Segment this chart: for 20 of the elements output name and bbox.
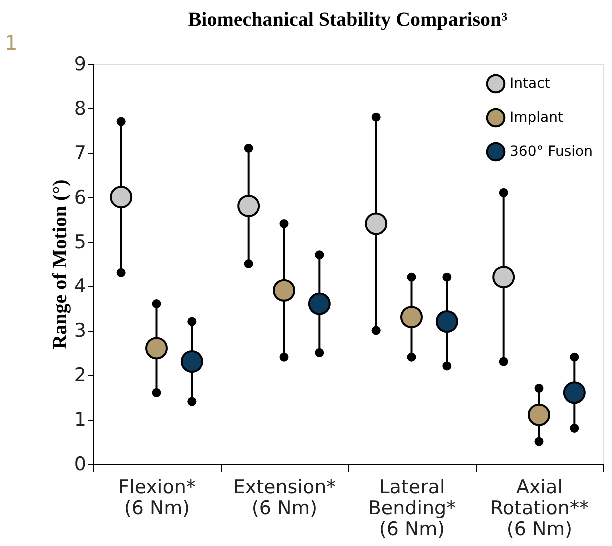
- y-tick-label: 7: [74, 142, 86, 164]
- x-tick-label: Lateral Bending* (6 Nm): [368, 476, 456, 540]
- y-tick-label: 0: [74, 454, 86, 476]
- x-tick-label: Extension* (6 Nm): [233, 476, 336, 520]
- y-axis-title: Range of Motion (°): [49, 180, 72, 350]
- chart-title: Biomechanical Stability Comparison³: [188, 9, 508, 31]
- legend-label: Intact: [510, 76, 551, 92]
- y-tick-label: 8: [74, 98, 86, 120]
- legend-label: 360° Fusion: [510, 144, 593, 160]
- y-tick-label: 3: [74, 320, 86, 342]
- legend-label: Implant: [510, 110, 564, 126]
- text: 1: [5, 31, 18, 55]
- x-tick-label: Flexion* (6 Nm): [118, 476, 196, 520]
- y-tick-label: 6: [74, 186, 86, 209]
- y-tick-label: 2: [74, 364, 86, 387]
- x-tick-label: Axial Rotation** (6 Nm): [490, 476, 589, 540]
- y-tick-label: 1: [74, 409, 86, 432]
- y-tick-label: 4: [74, 276, 86, 298]
- y-tick-label: 5: [74, 231, 86, 254]
- y-tick-label: 9: [74, 54, 86, 76]
